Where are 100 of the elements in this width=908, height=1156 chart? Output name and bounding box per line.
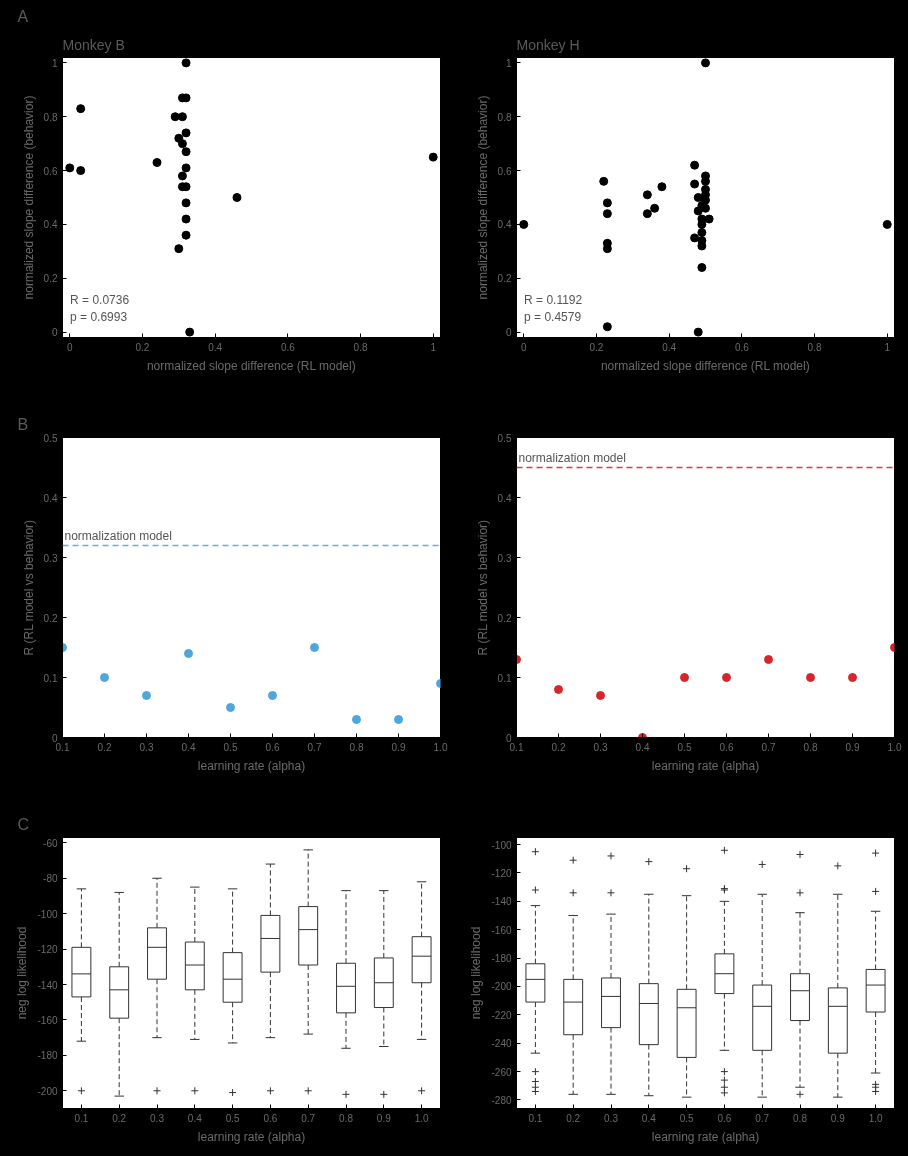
y-tick-label: 0 xyxy=(505,327,512,339)
x-tick-label: 0.3 xyxy=(139,741,154,753)
y-tick-label: 0 xyxy=(505,732,512,744)
y-tick-label: 1 xyxy=(51,57,58,69)
y-tick-label: 1 xyxy=(505,57,512,69)
y-tick-label: 0.6 xyxy=(43,165,58,177)
x-tick-label: 0.6 xyxy=(719,741,734,753)
annotation: R = 0.0736 xyxy=(70,292,130,307)
x-tick-label: 0.7 xyxy=(301,1112,316,1124)
x-tick-label: 0.3 xyxy=(150,1112,165,1124)
y-tick-label: -180 xyxy=(37,1050,58,1062)
x-tick-label: 1 xyxy=(430,341,437,353)
y-tick-label: -160 xyxy=(491,924,512,936)
x-tick-label: 0.6 xyxy=(280,341,296,353)
x-tick-label: 1.0 xyxy=(887,741,902,753)
y-tick-label: -200 xyxy=(491,981,512,993)
x-axis-title: normalized slope difference (RL model) xyxy=(146,358,356,373)
y-tick-label: 0.2 xyxy=(497,273,512,285)
x-tick-label: 0.5 xyxy=(679,1112,694,1124)
y-tick-label: 0.1 xyxy=(497,672,512,684)
text: A xyxy=(17,7,29,25)
text: B xyxy=(17,415,29,433)
x-tick-label: 0.7 xyxy=(755,1112,770,1124)
x-tick-label: 0.4 xyxy=(181,741,196,753)
y-tick-label: -200 xyxy=(37,1085,58,1097)
x-tick-label: 0.4 xyxy=(662,341,677,353)
x-tick-label: 1 xyxy=(884,341,891,353)
y-tick-label: 0.2 xyxy=(497,612,512,624)
x-axis-title: learning rate (alpha) xyxy=(197,1129,306,1144)
y-tick-label: 0.2 xyxy=(43,612,58,624)
x-tick-label: 0.3 xyxy=(593,741,608,753)
x-tick-label: 0.6 xyxy=(263,1112,278,1124)
annotation: p = 0.6993 xyxy=(70,309,128,324)
x-tick-label: 0.6 xyxy=(734,341,750,353)
x-tick-label: 1.0 xyxy=(868,1112,883,1124)
x-tick-label: 1.0 xyxy=(433,741,448,753)
ref-line-label: normalization model xyxy=(518,450,626,465)
y-tick-label: -240 xyxy=(491,1038,512,1050)
annotation: p = 0.4579 xyxy=(524,309,582,324)
x-tick-label: 0.4 xyxy=(187,1112,203,1124)
y-tick-label: -220 xyxy=(491,1009,512,1021)
y-tick-label: -280 xyxy=(491,1094,512,1106)
y-tick-label: -260 xyxy=(491,1066,512,1078)
x-tick-label: 0.5 xyxy=(677,741,692,753)
x-tick-label: 0.1 xyxy=(528,1112,543,1124)
y-tick-label: -80 xyxy=(43,873,58,885)
y-tick-label: 0.1 xyxy=(43,672,58,684)
y-tick-label: -60 xyxy=(43,837,58,849)
x-tick-label: 0.2 xyxy=(551,741,566,753)
x-tick-label: 0.4 xyxy=(208,341,223,353)
x-tick-label: 0.8 xyxy=(793,1112,808,1124)
chart-title: Monkey H xyxy=(516,36,580,53)
y-tick-label: 0.4 xyxy=(43,219,58,231)
y-tick-label: -100 xyxy=(491,839,512,851)
y-tick-label: 0.3 xyxy=(497,552,512,564)
x-tick-label: 0.2 xyxy=(566,1112,581,1124)
x-axis-title: learning rate (alpha) xyxy=(197,758,306,773)
y-tick-label: 0.4 xyxy=(497,492,512,504)
x-tick-label: 0.8 xyxy=(353,341,368,353)
x-tick-label: 0.9 xyxy=(376,1112,392,1124)
x-tick-label: 0.5 xyxy=(223,741,238,753)
y-tick-label: 0 xyxy=(51,732,58,744)
y-tick-label: 0.4 xyxy=(43,492,58,504)
x-tick-label: 0.9 xyxy=(830,1112,846,1124)
y-tick-label: -160 xyxy=(37,1014,58,1026)
x-tick-label: 0.9 xyxy=(845,741,860,753)
x-tick-label: 0.4 xyxy=(635,741,650,753)
y-tick-label: -140 xyxy=(491,896,512,908)
y-axis-title: neg log likelihood xyxy=(469,926,484,1020)
y-tick-label: 0.4 xyxy=(497,219,512,231)
y-tick-label: 0 xyxy=(51,327,58,339)
x-tick-label: 0.8 xyxy=(807,341,822,353)
y-tick-label: 0.5 xyxy=(43,432,58,444)
x-axis-title: learning rate (alpha) xyxy=(651,1129,760,1144)
ref-line-label: normalization model xyxy=(64,528,172,543)
annotation: R = 0.1192 xyxy=(524,292,583,307)
x-tick-label: 0.8 xyxy=(339,1112,354,1124)
x-tick-label: 1.0 xyxy=(414,1112,429,1124)
y-tick-label: 0.8 xyxy=(497,111,512,123)
y-tick-label: 0.2 xyxy=(43,273,58,285)
y-tick-label: -120 xyxy=(491,867,512,879)
x-tick-label: 0.7 xyxy=(761,741,776,753)
y-tick-label: -120 xyxy=(37,944,58,956)
x-tick-label: 0.1 xyxy=(74,1112,89,1124)
y-tick-label: -140 xyxy=(37,979,58,991)
y-axis-title: normalized slope difference (behavior) xyxy=(21,95,36,300)
y-tick-label: 0.3 xyxy=(43,552,58,564)
x-tick-label: 0.2 xyxy=(589,341,604,353)
x-tick-label: 0.8 xyxy=(349,741,364,753)
y-tick-label: -100 xyxy=(37,908,58,920)
x-tick-label: 0.5 xyxy=(225,1112,240,1124)
y-axis-title: R (RL model vs behavior) xyxy=(21,519,36,656)
y-tick-label: -180 xyxy=(491,953,512,965)
chart-title: Monkey B xyxy=(62,36,125,53)
y-axis-title: normalized slope difference (behavior) xyxy=(475,95,490,300)
x-tick-label: 0.2 xyxy=(112,1112,127,1124)
x-tick-label: 0 xyxy=(66,341,73,353)
y-tick-label: 0.8 xyxy=(43,111,58,123)
x-tick-label: 0.2 xyxy=(97,741,112,753)
x-tick-label: 0.9 xyxy=(391,741,406,753)
